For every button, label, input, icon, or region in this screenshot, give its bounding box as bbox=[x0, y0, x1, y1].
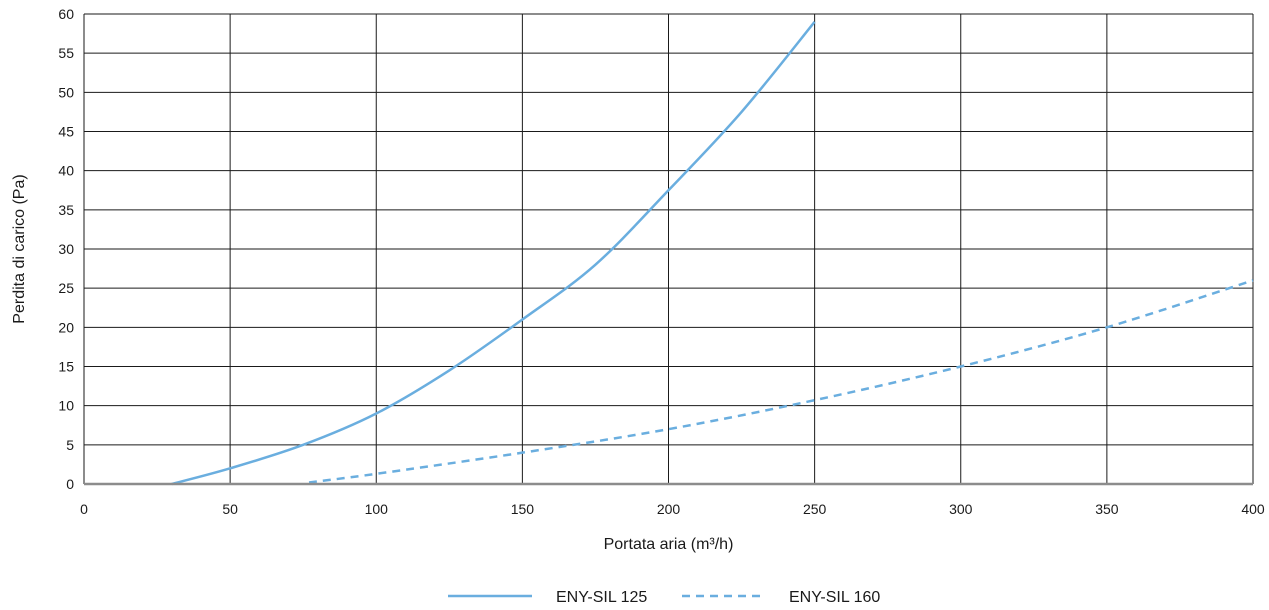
y-tick-label: 50 bbox=[58, 84, 74, 100]
series-line-eny-sil-125 bbox=[171, 21, 816, 486]
legend: ENY-SIL 125 ENY-SIL 160 bbox=[448, 589, 880, 606]
grid bbox=[83, 13, 1254, 485]
legend-label-eny-sil-125: ENY-SIL 125 bbox=[556, 589, 647, 605]
tick-labels: 0 5 10 15 20 25 30 35 40 45 50 55 60 0 50 100 150 200 250 3… bbox=[58, 6, 1264, 517]
x-tick-label: 200 bbox=[657, 501, 681, 517]
x-axis-title: Portata aria (m³/h) bbox=[604, 536, 734, 553]
x-tick-label: 400 bbox=[1241, 501, 1265, 517]
y-tick-label: 55 bbox=[58, 45, 74, 61]
y-tick-label: 10 bbox=[58, 398, 74, 414]
x-tick-label: 350 bbox=[1095, 501, 1119, 517]
x-tick-label: 150 bbox=[511, 501, 535, 517]
y-tick-label: 40 bbox=[58, 163, 74, 179]
y-tick-label: 0 bbox=[66, 476, 74, 492]
x-tick-label: 50 bbox=[222, 501, 238, 517]
y-tick-label: 20 bbox=[58, 319, 74, 335]
x-tick-label: 300 bbox=[949, 501, 973, 517]
legend-label-eny-sil-160: ENY-SIL 160 bbox=[789, 589, 880, 605]
y-tick-label: 45 bbox=[58, 124, 74, 140]
y-tick-label: 60 bbox=[58, 6, 74, 22]
x-tick-label: 250 bbox=[803, 501, 827, 517]
series-line-eny-sil-160 bbox=[308, 279, 1254, 484]
y-tick-label: 15 bbox=[58, 359, 74, 375]
y-tick-label: 25 bbox=[58, 280, 74, 296]
x-tick-label: 0 bbox=[80, 501, 88, 517]
y-tick-label: 5 bbox=[66, 437, 74, 453]
y-tick-label: 35 bbox=[58, 202, 74, 218]
series-lines bbox=[171, 21, 1254, 486]
x-tick-label: 100 bbox=[365, 501, 389, 517]
y-tick-label: 30 bbox=[58, 241, 74, 257]
y-axis-title: Perdita di carico (Pa) bbox=[11, 174, 28, 323]
